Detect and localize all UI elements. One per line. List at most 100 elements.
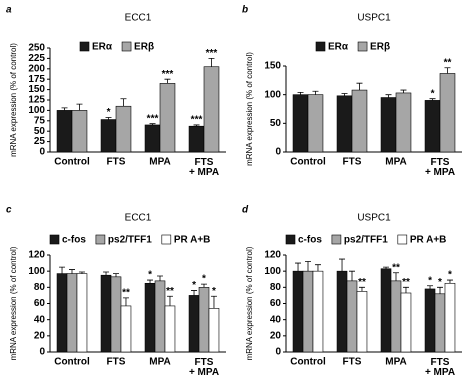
significance-mark: *** bbox=[147, 113, 159, 124]
y-tick-label: 75 bbox=[34, 115, 46, 126]
y-tick-label: 0 bbox=[39, 347, 45, 358]
error-bar bbox=[393, 272, 399, 281]
x-tick-label: FTS + MPA bbox=[425, 157, 455, 178]
error-bar bbox=[444, 67, 451, 74]
bar bbox=[208, 308, 220, 353]
y-tick-label: 175 bbox=[28, 74, 45, 85]
bar bbox=[188, 125, 205, 153]
error-bar bbox=[191, 290, 198, 296]
bar bbox=[159, 83, 176, 153]
y-axis-label: mRNA expression (% of control) bbox=[245, 52, 254, 166]
bar bbox=[351, 89, 368, 153]
y-tick-label: 100 bbox=[264, 89, 281, 100]
error-bar bbox=[358, 286, 365, 292]
panel-letter: c bbox=[6, 205, 12, 216]
bar bbox=[100, 274, 112, 353]
bar bbox=[203, 66, 220, 153]
bar bbox=[66, 273, 78, 353]
bar bbox=[336, 95, 353, 153]
legend-swatch bbox=[95, 234, 106, 245]
y-tick-label: 20 bbox=[270, 330, 282, 341]
x-tick-line: + MPA bbox=[189, 367, 219, 378]
x-tick-line: FTS bbox=[431, 157, 450, 168]
bar bbox=[292, 94, 309, 153]
significance-mark: * bbox=[212, 286, 216, 297]
bar bbox=[302, 270, 314, 353]
significance-mark: ** bbox=[402, 277, 410, 288]
bar bbox=[100, 119, 117, 153]
y-tick-label: 60 bbox=[34, 298, 46, 309]
x-tick-label: FTS bbox=[343, 357, 362, 368]
error-bar bbox=[297, 91, 304, 95]
error-bar bbox=[59, 266, 66, 274]
y-tick-label: 50 bbox=[270, 118, 282, 129]
legend-swatch bbox=[79, 41, 90, 52]
significance-mark: ** bbox=[122, 287, 130, 298]
y-tick-label: 50 bbox=[34, 126, 46, 137]
x-tick-label: FTS + MPA bbox=[189, 357, 219, 378]
bar bbox=[356, 291, 368, 353]
bar bbox=[424, 100, 441, 153]
chart-title: ECC1 bbox=[125, 13, 152, 24]
significance-mark: * bbox=[431, 88, 435, 99]
significance-mark: ** bbox=[444, 57, 452, 68]
legend-swatch bbox=[315, 41, 326, 52]
y-tick-label: 60 bbox=[270, 298, 282, 309]
error-bar bbox=[314, 264, 321, 272]
error-bar bbox=[149, 123, 156, 125]
x-tick-line: FTS bbox=[195, 357, 214, 368]
panel-letter: d bbox=[242, 205, 249, 216]
y-tick-label: 0 bbox=[275, 147, 281, 158]
y-tick-label: 200 bbox=[28, 63, 45, 74]
x-tick-label: MPA bbox=[385, 157, 406, 168]
legend-label: ERβ bbox=[370, 42, 390, 53]
y-tick-label: 0 bbox=[275, 347, 281, 358]
error-bar bbox=[201, 283, 207, 288]
error-bar bbox=[147, 279, 154, 284]
bar bbox=[336, 270, 348, 353]
legend-label: PR A+B bbox=[410, 235, 447, 246]
chart-title: USPC1 bbox=[357, 13, 391, 24]
error-bar bbox=[157, 275, 163, 281]
legend-label: PR A+B bbox=[174, 235, 211, 246]
x-tick-line: + MPA bbox=[189, 167, 219, 178]
error-bar bbox=[295, 262, 302, 272]
bar bbox=[110, 276, 122, 353]
legend-label: ERα bbox=[92, 42, 113, 53]
x-tick-label: FTS + MPA bbox=[189, 157, 219, 178]
error-bar bbox=[208, 58, 215, 67]
x-tick-label: Control bbox=[54, 357, 90, 368]
chart-title: USPC1 bbox=[357, 213, 391, 224]
bar bbox=[380, 268, 392, 353]
y-tick-label: 150 bbox=[264, 61, 281, 72]
bar bbox=[434, 293, 446, 353]
error-bar bbox=[210, 295, 217, 309]
y-tick-label: 20 bbox=[34, 330, 46, 341]
error-bar bbox=[437, 286, 443, 294]
error-bar bbox=[103, 271, 110, 276]
bar bbox=[198, 287, 210, 353]
significance-mark: ** bbox=[392, 262, 400, 273]
bar bbox=[346, 280, 358, 353]
bar bbox=[154, 280, 166, 353]
error-bar bbox=[193, 124, 200, 127]
significance-mark: ** bbox=[358, 277, 366, 288]
bar bbox=[71, 110, 88, 153]
y-tick-label: 225 bbox=[28, 53, 45, 64]
error-bar bbox=[312, 90, 319, 95]
y-tick-label: 40 bbox=[34, 314, 46, 325]
legend-swatch bbox=[161, 234, 172, 245]
significance-mark: *** bbox=[162, 69, 174, 80]
x-tick-label: Control bbox=[290, 357, 326, 368]
y-tick-label: 40 bbox=[270, 314, 282, 325]
x-tick-label: MPA bbox=[149, 157, 170, 168]
bar bbox=[312, 270, 324, 353]
y-tick-label: 150 bbox=[28, 84, 45, 95]
error-bar bbox=[120, 98, 127, 107]
error-bar bbox=[356, 82, 363, 91]
bar bbox=[164, 305, 176, 353]
bar bbox=[144, 124, 161, 153]
error-bar bbox=[164, 78, 171, 84]
panel-letter: b bbox=[242, 5, 248, 16]
significance-mark: * bbox=[192, 280, 196, 291]
